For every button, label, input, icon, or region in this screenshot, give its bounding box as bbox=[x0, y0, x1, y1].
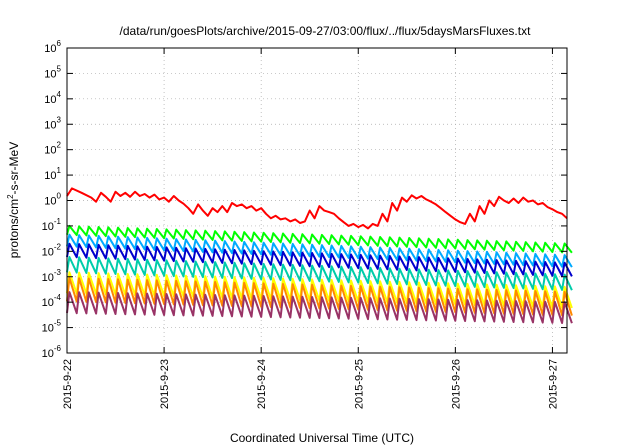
chart-title: /data/run/goesPlots/archive/2015-09-27/0… bbox=[120, 24, 532, 38]
x-tick-label: 2015-9-27 bbox=[547, 359, 559, 409]
series-line-8 bbox=[66, 291, 573, 324]
y-tick-label: 10-6 bbox=[42, 344, 62, 360]
series-line-4 bbox=[66, 242, 573, 277]
y-tick-label: 10-4 bbox=[42, 293, 62, 309]
series-line-5 bbox=[66, 256, 573, 291]
y-tick-label: 101 bbox=[44, 166, 61, 182]
series-line-1 bbox=[66, 187, 568, 230]
y-axis-label-main: protons/cm bbox=[7, 199, 21, 258]
y-tick-label: 103 bbox=[44, 115, 61, 131]
x-tick-label: 2015-9-26 bbox=[450, 359, 462, 409]
y-axis-label-tail: -s-sr-MeV bbox=[7, 142, 21, 195]
y-tick-label: 104 bbox=[44, 90, 61, 106]
x-axis-ticks: 2015-9-22 2015-9-23 2015-9-24 2015-9-25 2015… bbox=[62, 48, 559, 409]
x-axis-label: Coordinated Universal Time (UTC) bbox=[230, 431, 414, 445]
x-tick-label: 2015-9-25 bbox=[353, 359, 365, 409]
y-axis-label: protons/cm2-s-sr-MeV bbox=[6, 142, 21, 258]
x-tick-label: 2015-9-23 bbox=[159, 359, 171, 409]
y-axis-label-sup: 2 bbox=[6, 194, 15, 199]
series-line-2 bbox=[66, 224, 573, 254]
y-tick-label: 10-2 bbox=[42, 242, 62, 258]
y-tick-label: 10-3 bbox=[42, 268, 62, 284]
series-line-3 bbox=[66, 233, 573, 268]
y-tick-label: 102 bbox=[44, 141, 61, 157]
y-tick-label: 105 bbox=[44, 64, 61, 80]
y-tick-label: 10-1 bbox=[42, 217, 62, 233]
y-tick-label: 10-5 bbox=[42, 319, 62, 335]
data-series bbox=[66, 187, 573, 324]
y-tick-label: 106 bbox=[44, 39, 61, 55]
y-axis-ticks: 10-6 10-5 10-4 10-3 10-2 10-1 100 101 102 103 104 1… bbox=[42, 39, 567, 360]
series-line-7 bbox=[66, 276, 573, 317]
y-tick-label: 100 bbox=[44, 192, 61, 208]
grid-lines bbox=[67, 48, 567, 353]
x-tick-label: 2015-9-22 bbox=[62, 359, 74, 409]
x-tick-label: 2015-9-24 bbox=[256, 359, 268, 409]
